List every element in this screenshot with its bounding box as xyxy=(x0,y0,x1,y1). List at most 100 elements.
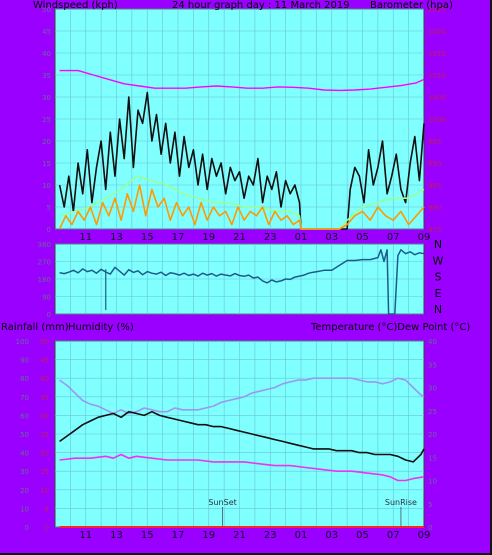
rainfall-tick-label: 20 xyxy=(40,450,49,458)
x-tick-label: 17 xyxy=(172,232,185,243)
rainfall-tick-label: 35 xyxy=(40,394,49,402)
temperature-tick-label: 25 xyxy=(428,408,437,416)
rainfall-tick-label: 0 xyxy=(45,524,49,532)
x-tick-label: 15 xyxy=(141,232,154,243)
x-tick-label: 11 xyxy=(79,232,92,243)
rainfall-axis-label: Rainfall (mm) xyxy=(1,322,69,333)
x-tick-label: 03 xyxy=(325,530,338,541)
humidity-line xyxy=(59,377,425,415)
windspeed-tick-label: 0 xyxy=(47,226,51,234)
windspeed_gust-line xyxy=(58,91,425,230)
wind-direction-tick-label: 0 xyxy=(47,311,51,319)
wind-direction-grid xyxy=(55,243,424,315)
compass-label: S xyxy=(435,271,442,284)
temperature-tick-label: 10 xyxy=(428,478,437,486)
windspeed-tick-label: 30 xyxy=(42,94,51,102)
barometer-axis-ticks: 975 980 985 990 995 1000 1005 1010 1015 1020 1025 xyxy=(428,6,446,234)
temp-hum-x-axis-ticks: 11 13 15 17 19 21 23 01 03 05 07 09 xyxy=(79,530,430,541)
windspeed_avg2-line xyxy=(59,175,425,230)
humidity-tick-label: 40 xyxy=(20,450,29,458)
x-tick-label: 19 xyxy=(202,530,215,541)
barometer-tick-label: 975 xyxy=(428,226,441,234)
dew_point-line xyxy=(59,453,425,482)
humidity-axis-ticks: 0 10 20 30 40 50 60 70 80 90 100 xyxy=(16,338,29,532)
humidity-tick-label: 80 xyxy=(20,375,29,383)
x-tick-label: 23 xyxy=(264,232,277,243)
windspeed-tick-label: 25 xyxy=(42,116,51,124)
x-tick-label: 11 xyxy=(79,530,92,541)
windspeed-tick-label: 35 xyxy=(42,72,51,80)
windspeed-tick-label: 10 xyxy=(42,182,51,190)
temperature-tick-label: 30 xyxy=(428,385,437,393)
temperature-tick-label: 40 xyxy=(428,338,437,346)
rainfall-tick-label: 50 xyxy=(40,338,49,346)
rainfall-tick-label: 30 xyxy=(40,412,49,420)
barometer-tick-label: 985 xyxy=(428,182,441,190)
barometer-tick-label: 995 xyxy=(428,138,441,146)
x-tick-label: 19 xyxy=(202,232,215,243)
barometer-line xyxy=(59,69,425,92)
wind-direction-axis-ticks: 0 90 180 270 360 xyxy=(38,241,51,319)
x-tick-label: 01 xyxy=(295,232,308,243)
x-tick-label: 09 xyxy=(418,232,431,243)
temperature-line xyxy=(59,410,425,463)
x-tick-label: 13 xyxy=(110,530,123,541)
wind-direction-tick-label: 90 xyxy=(42,294,51,302)
humidity-tick-label: 30 xyxy=(20,468,29,476)
humidity-tick-label: 20 xyxy=(20,487,29,495)
rainfall-axis-ticks: 0 5 10 15 20 25 30 35 40 45 50 xyxy=(40,338,49,532)
wind-baro-grid xyxy=(55,8,424,230)
temperature-dewpoint-axis-label: Temperature (°C)Dew Point (°C) xyxy=(310,322,470,333)
x-tick-label: 05 xyxy=(356,232,369,243)
rainfall-tick-label: 25 xyxy=(40,431,49,439)
chart-title: 24 hour graph day : 11 March 2019 xyxy=(172,0,350,11)
windspeed-tick-label: 45 xyxy=(42,28,51,36)
rainfall-tick-label: 40 xyxy=(40,375,49,383)
humidity-tick-label: 0 xyxy=(25,524,29,532)
wind-baro-series xyxy=(58,69,425,230)
humidity-tick-label: 90 xyxy=(20,357,29,365)
barometer-tick-label: 1005 xyxy=(428,94,446,102)
x-tick-label: 09 xyxy=(418,530,431,541)
humidity-axis-label: Humidity (%) xyxy=(68,322,134,333)
x-tick-label: 03 xyxy=(325,232,338,243)
humidity-tick-label: 10 xyxy=(20,505,29,513)
barometer-tick-label: 1025 xyxy=(428,6,446,14)
temperature-axis-ticks: 0 5 10 15 20 25 30 35 40 xyxy=(428,338,437,532)
sun-marker-label: SunRise xyxy=(385,498,417,507)
humidity-tick-label: 100 xyxy=(16,338,29,346)
rainfall-tick-label: 45 xyxy=(40,357,49,365)
rainfall-tick-label: 15 xyxy=(40,468,49,476)
wind-direction-line xyxy=(59,249,425,315)
windspeed-tick-label: 40 xyxy=(42,50,51,58)
sun-marker-label: SunSet xyxy=(208,498,236,507)
wind-direction-tick-label: 270 xyxy=(38,259,51,267)
temperature-tick-label: 15 xyxy=(428,454,437,462)
humidity-tick-label: 60 xyxy=(20,412,29,420)
wind-direction-series xyxy=(59,249,425,315)
x-tick-label: 15 xyxy=(141,530,154,541)
barometer-tick-label: 990 xyxy=(428,160,441,168)
temperature-tick-label: 35 xyxy=(428,361,437,369)
rainfall-tick-label: 10 xyxy=(40,487,49,495)
windspeed-tick-label: 15 xyxy=(42,160,51,168)
compass-label: E xyxy=(435,287,442,300)
x-tick-label: 21 xyxy=(233,232,246,243)
x-tick-label: 07 xyxy=(387,530,400,541)
windspeed-axis-ticks: 0 5 10 15 20 25 30 35 40 45 50 xyxy=(42,6,51,234)
temperature-tick-label: 5 xyxy=(428,501,432,509)
x-tick-label: 17 xyxy=(172,530,185,541)
wind-direction-tick-label: 180 xyxy=(38,276,51,284)
compass-label: W xyxy=(433,254,444,267)
windspeed-axis-label: Windspeed (kph) xyxy=(33,0,118,11)
windspeed-tick-label: 20 xyxy=(42,138,51,146)
temperature-tick-label: 0 xyxy=(428,524,432,532)
x-tick-label: 21 xyxy=(233,530,246,541)
humidity-tick-label: 50 xyxy=(20,431,29,439)
